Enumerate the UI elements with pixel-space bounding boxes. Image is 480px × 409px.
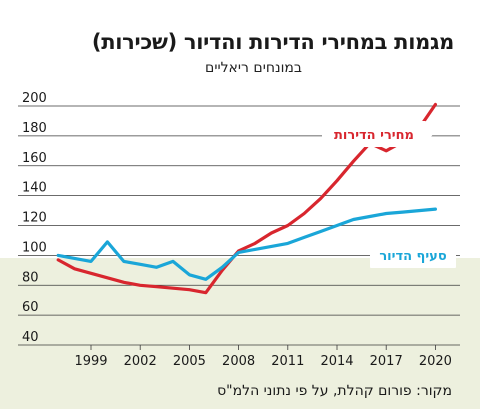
x-tick-label: 2005: [173, 354, 206, 369]
x-tick-label: 2020: [419, 354, 452, 369]
x-tick-label: 2011: [271, 354, 304, 369]
series-label-box: [370, 242, 456, 268]
y-tick-label: 60: [22, 300, 39, 315]
background-band: [0, 258, 480, 409]
series-label-text: סעיף הדיור: [379, 249, 446, 264]
series-line-1: [56, 207, 437, 281]
x-tick-label: 2008: [222, 354, 255, 369]
x-tick-label: 2017: [370, 354, 403, 369]
x-tick-label: 1999: [74, 354, 107, 369]
y-tick-label: 40: [22, 330, 39, 345]
y-tick-label: 160: [22, 151, 47, 166]
series-label-text: מחירי הדירות: [334, 128, 414, 143]
series-label-pointer: [398, 234, 410, 242]
series-label-1: סעיף הדיור: [370, 234, 456, 268]
x-tick-label: 2002: [124, 354, 157, 369]
y-tick-label: 120: [22, 211, 47, 226]
y-tick-label: 100: [22, 240, 47, 255]
source-note: מקור: פורום קהלת, על פי נתוני הלמ"ס: [217, 383, 452, 399]
series-label-0: מחירי הדירות: [322, 121, 434, 147]
series-label-pointer: [426, 127, 434, 141]
y-tick-label: 80: [22, 270, 39, 285]
chart-subtitle: במונחים ריאליים: [205, 60, 302, 76]
y-tick-label: 200: [22, 91, 47, 106]
x-tick-label: 2014: [320, 354, 353, 369]
y-tick-label: 140: [22, 181, 47, 196]
y-tick-label: 180: [22, 121, 47, 136]
series-label-box: [322, 121, 426, 147]
chart-title: מגמות במחירי הדירות והדיור (שכירות): [91, 30, 454, 54]
